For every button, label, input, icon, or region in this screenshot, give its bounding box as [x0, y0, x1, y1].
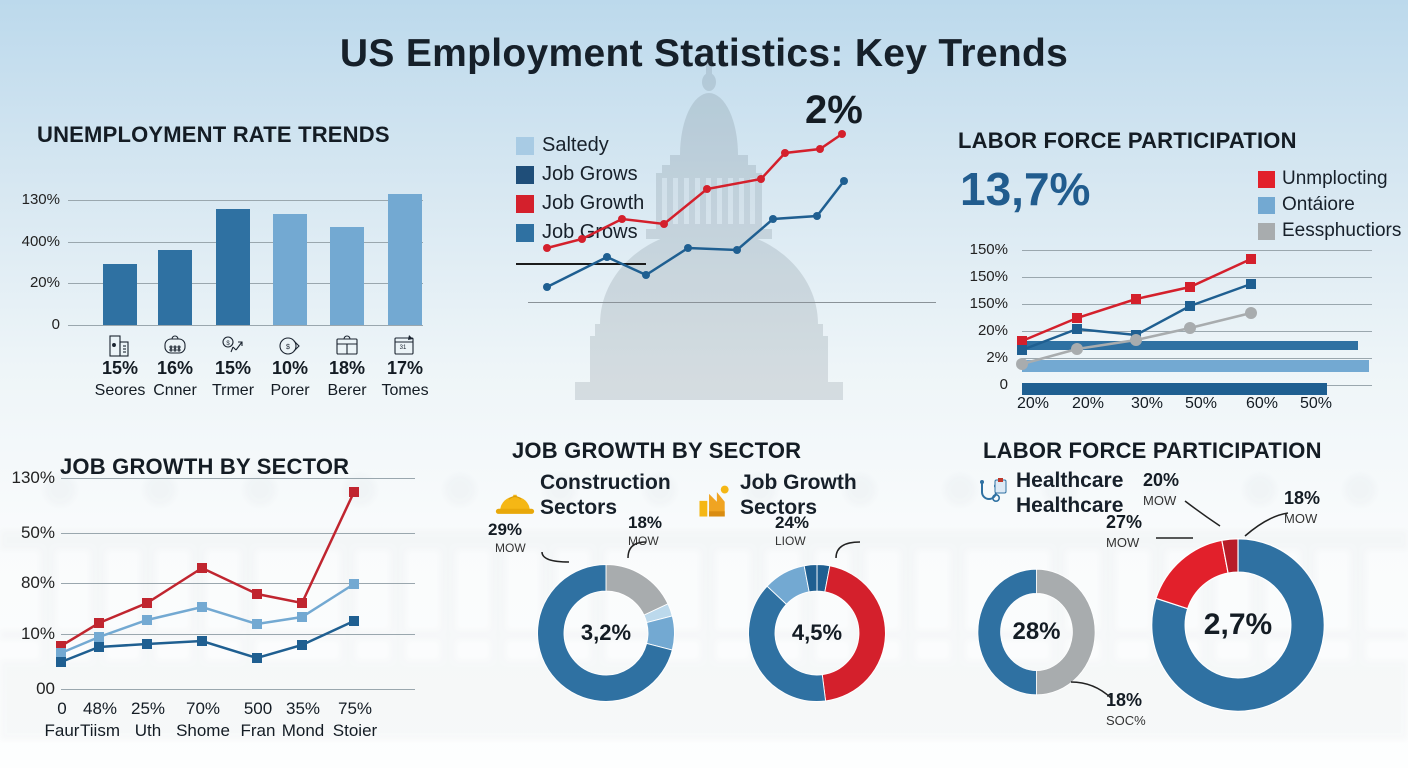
svg-text:$: $ — [226, 341, 230, 347]
svg-text:31: 31 — [400, 345, 407, 351]
svg-text:$: $ — [286, 344, 290, 351]
